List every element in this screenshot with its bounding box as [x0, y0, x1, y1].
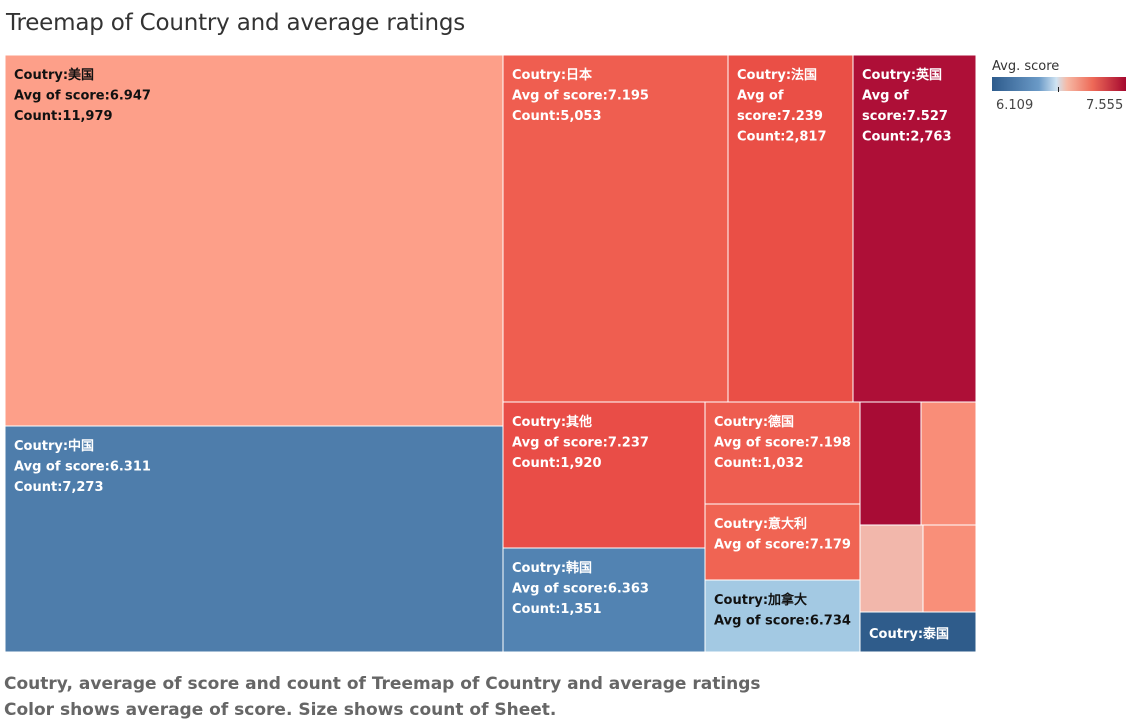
cell-country-label: Coutry:其他: [512, 414, 592, 430]
treemap-cell[interactable]: [920, 401, 977, 526]
treemap-cell-rect[interactable]: [852, 54, 977, 403]
legend-title: Avg. score: [992, 59, 1060, 74]
cell-count-label: Count:5,053: [512, 109, 602, 124]
cell-country-label: Coutry:美国: [14, 67, 94, 83]
treemap-cell[interactable]: Coutry:加拿大 Avg of score:6.734: [704, 579, 861, 653]
treemap-cell[interactable]: [922, 524, 977, 613]
treemap-cell[interactable]: [859, 524, 924, 613]
treemap-cell-rect[interactable]: [920, 401, 977, 526]
treemap-cell[interactable]: Coutry:美国 Avg of score:6.947 Count:11,979: [4, 54, 504, 427]
treemap-cell-rect[interactable]: [502, 54, 729, 403]
cell-country-label: Coutry:英国: [862, 67, 942, 83]
treemap-cell-rect[interactable]: [4, 54, 504, 427]
cell-country-label: Coutry:意大利: [714, 516, 807, 532]
legend-midpoint-tick: [1058, 87, 1059, 92]
cell-country-label: Coutry:中国: [14, 438, 94, 454]
cell-score-label: Avg of score:7.179: [714, 538, 851, 553]
treemap-cell[interactable]: Coutry:英国 Avg of score:7.527 Count:2,763: [852, 54, 977, 403]
treemap-cell[interactable]: Coutry:日本 Avg of score:7.195 Count:5,053: [502, 54, 729, 403]
treemap-cell-rect[interactable]: [859, 524, 924, 613]
treemap-cell[interactable]: Coutry:中国 Avg of score:6.311 Count:7,273: [4, 425, 504, 653]
chart-caption: Coutry, average of score and count of Tr…: [4, 671, 761, 723]
chart-title: Treemap of Country and average ratings: [6, 10, 466, 36]
cell-score-label: Avg of score:7.195: [512, 89, 649, 104]
treemap-cell-rect[interactable]: [704, 503, 861, 581]
cell-score-label: Avg of score:6.734: [714, 614, 851, 629]
legend-min-label: 6.109: [996, 98, 1034, 113]
cell-count-label: Count:11,979: [14, 109, 113, 124]
cell-country-label: Coutry:德国: [714, 414, 794, 430]
legend-color-ramp: [992, 77, 1126, 91]
treemap-cell[interactable]: Coutry:法国 Avg of score:7.239 Count:2,817: [727, 54, 854, 403]
treemap-cell-rect[interactable]: [859, 611, 977, 653]
treemap-cell-rect[interactable]: [727, 54, 854, 403]
caption-line-2: Color shows average of score. Size shows…: [4, 700, 557, 720]
cell-country-label: Coutry:法国: [737, 67, 817, 83]
treemap-cell[interactable]: [859, 401, 922, 526]
treemap-cell[interactable]: Coutry:意大利 Avg of score:7.179: [704, 503, 861, 581]
cell-score-label: Avg of score:6.311: [14, 460, 151, 475]
legend-max-label: 7.555: [1086, 98, 1124, 113]
cell-count-label: Count:1,920: [512, 456, 602, 471]
treemap-cell[interactable]: Coutry:泰国: [859, 611, 977, 653]
treemap-cell-rect[interactable]: [4, 425, 504, 653]
cell-country-label: Coutry:加拿大: [714, 592, 807, 608]
treemap-cell[interactable]: Coutry:韩国 Avg of score:6.363 Count:1,351: [502, 547, 706, 653]
cell-country-label: Coutry:韩国: [512, 560, 592, 576]
treemap-cell-rect[interactable]: [502, 547, 706, 653]
cell-score-label: Avg of score:7.239: [737, 89, 823, 125]
cell-country-label: Coutry:泰国: [869, 626, 949, 642]
cell-score-label: Avg of score:7.198: [714, 436, 851, 451]
cell-score-label: Avg of score:6.947: [14, 89, 151, 104]
treemap-cell[interactable]: Coutry:德国 Avg of score:7.198 Count:1,032: [704, 401, 861, 505]
cell-count-label: Count:2,763: [862, 130, 952, 145]
cell-score-label: Avg of score:7.237: [512, 436, 649, 451]
treemap-cell-rect[interactable]: [704, 579, 861, 653]
treemap-cell-rect[interactable]: [859, 401, 922, 526]
cell-count-label: Count:7,273: [14, 480, 104, 495]
treemap-cell[interactable]: Coutry:其他 Avg of score:7.237 Count:1,920: [502, 401, 706, 549]
cell-count-label: Count:1,032: [714, 456, 804, 471]
treemap-cell-rect[interactable]: [922, 524, 977, 613]
cell-score-label: Avg of score:6.363: [512, 582, 649, 597]
cell-count-label: Count:1,351: [512, 602, 602, 617]
cell-count-label: Count:2,817: [737, 130, 827, 145]
cell-country-label: Coutry:日本: [512, 67, 592, 83]
caption-line-1: Coutry, average of score and count of Tr…: [4, 674, 761, 694]
cell-score-label: Avg of score:7.527: [862, 89, 948, 125]
